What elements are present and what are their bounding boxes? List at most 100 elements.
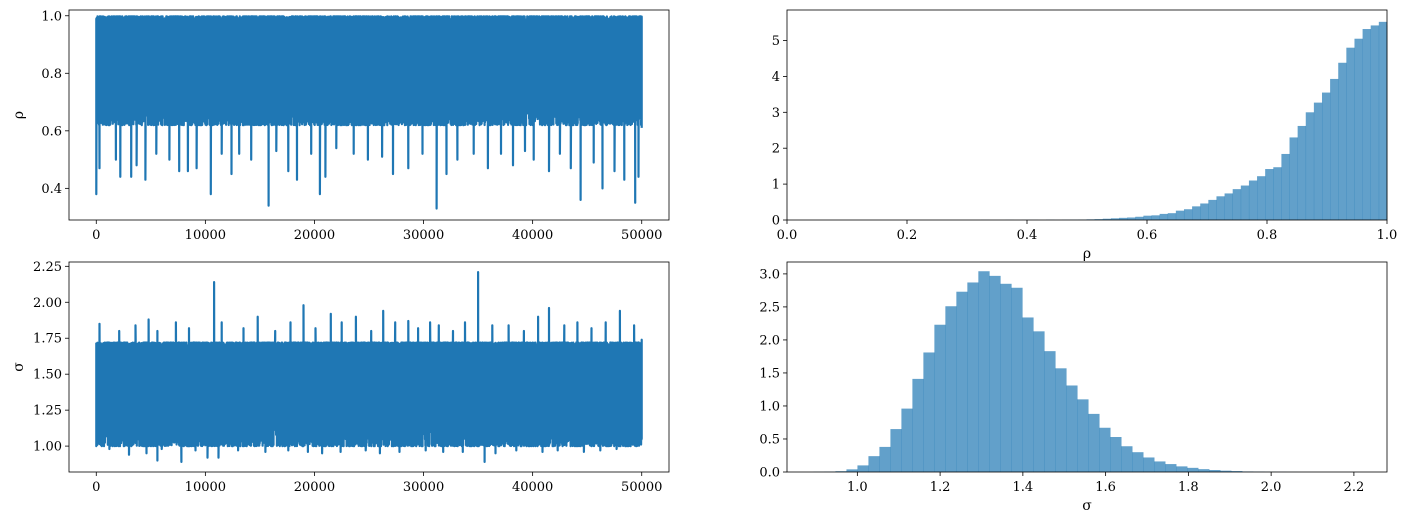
- histogram-bar: [1176, 466, 1188, 472]
- x-tick-label: 1.0: [1377, 228, 1398, 243]
- x-tick-label: 1.0: [847, 480, 868, 495]
- histogram-bar: [1143, 457, 1155, 472]
- x-tick-label: 0.4: [1017, 228, 1038, 243]
- x-tick-label: 1.8: [1178, 480, 1199, 495]
- histogram-bar: [978, 271, 990, 472]
- histogram-bar: [1289, 137, 1298, 220]
- histogram-bar: [956, 291, 968, 472]
- histogram-bar: [1132, 452, 1144, 472]
- x-tick-label: 30000: [403, 480, 444, 495]
- histogram-bar: [1362, 29, 1372, 221]
- histogram-bar: [1022, 317, 1034, 472]
- y-tick-label: 4: [772, 70, 780, 85]
- histogram-bar: [1297, 125, 1307, 220]
- histogram-bar: [989, 275, 1001, 472]
- x-tick-label: 20000: [294, 480, 335, 495]
- histogram-bar: [912, 378, 924, 472]
- histogram-bar: [1143, 215, 1152, 220]
- histogram-bar: [1135, 216, 1144, 220]
- histogram-bar: [1119, 217, 1128, 220]
- histogram-bar: [1175, 210, 1185, 220]
- histogram-bar: [1224, 193, 1233, 220]
- y-tick-label: 2: [772, 142, 780, 157]
- y-tick-label: 5: [772, 34, 780, 49]
- x-tick-label: 10000: [185, 480, 226, 495]
- histogram-bar: [890, 429, 902, 472]
- histogram-bar: [1248, 180, 1258, 220]
- axes-frame: [786, 9, 1388, 221]
- x-tick-label: 1.2: [930, 480, 951, 495]
- x-tick-label: 50000: [621, 228, 662, 243]
- x-tick-label: 30000: [403, 228, 444, 243]
- histogram-bar: [1216, 196, 1225, 220]
- x-tick-label: 40000: [512, 480, 553, 495]
- x-tick-label: 0.2: [897, 228, 918, 243]
- y-tick-label: 1.75: [33, 332, 62, 347]
- histogram-bar: [1110, 218, 1120, 220]
- axes-frame: [786, 261, 1388, 473]
- y-tick-label: 1.50: [33, 368, 62, 383]
- histogram-bar: [1121, 446, 1133, 472]
- histogram-bar: [1000, 283, 1012, 472]
- histogram-bar: [1011, 287, 1023, 472]
- x-tick-label: 40000: [512, 228, 553, 243]
- histogram-bar: [1159, 213, 1169, 220]
- x-tick-label: 2.2: [1344, 480, 1365, 495]
- histogram-bar: [1187, 467, 1199, 472]
- y-tick-label: 0.4: [41, 182, 62, 197]
- y-tick-label: 0.5: [759, 432, 780, 447]
- y-tick-label: 3: [772, 106, 780, 121]
- histogram-bar: [846, 469, 858, 472]
- histogram-bar: [1102, 218, 1112, 220]
- histogram-bar: [1077, 399, 1089, 472]
- x-tick-label: 0: [92, 480, 100, 495]
- histogram-bar: [1257, 176, 1266, 220]
- histogram-bar: [1313, 102, 1323, 220]
- x-tick-label: 2.0: [1261, 480, 1282, 495]
- y-tick-label: 0.8: [41, 67, 62, 82]
- x-tick-label: 0.0: [777, 228, 798, 243]
- x-tick-label: 0.6: [1137, 228, 1158, 243]
- x-tick-label: 1.6: [1095, 480, 1116, 495]
- histogram-bar: [1066, 385, 1078, 472]
- histogram-bar: [1165, 464, 1177, 472]
- histogram-bar: [1200, 203, 1209, 220]
- histogram-bar: [868, 456, 880, 472]
- y-axis-label: ρ: [11, 111, 27, 119]
- histogram-bar: [1154, 461, 1166, 472]
- histogram-bar: [1370, 25, 1380, 220]
- histogram-bar: [1208, 199, 1217, 220]
- histogram-bar: [1231, 471, 1243, 472]
- y-tick-label: 2.0: [759, 333, 780, 348]
- histogram-bar: [1305, 112, 1315, 220]
- histogram-bar: [1192, 206, 1201, 220]
- x-tick-label: 20000: [294, 228, 335, 243]
- histogram-bar: [1099, 427, 1111, 472]
- histogram-bar: [1220, 470, 1232, 472]
- histogram-bar: [1127, 217, 1136, 220]
- histogram-bar: [901, 408, 913, 472]
- histogram-bar: [1198, 469, 1210, 472]
- y-tick-label: 1.5: [759, 366, 780, 381]
- y-tick-label: 2.25: [33, 260, 62, 275]
- histogram-bar: [1167, 213, 1177, 220]
- histogram-bar: [1378, 21, 1388, 220]
- y-tick-label: 1: [772, 178, 780, 193]
- trace-series-line: [95, 15, 643, 210]
- x-axis-label: σ: [1082, 498, 1092, 514]
- histogram-bar: [1033, 331, 1045, 472]
- x-axis-label: ρ: [1083, 246, 1091, 262]
- y-tick-label: 0.6: [41, 124, 62, 139]
- y-tick-label: 1.00: [33, 440, 62, 455]
- histogram-bar: [1265, 169, 1274, 220]
- y-tick-label: 2.00: [33, 296, 62, 311]
- histogram-bar: [1346, 47, 1355, 220]
- histogram-bar: [1240, 185, 1250, 220]
- histogram-bar: [1281, 153, 1290, 220]
- trace-plot-rho: 0 10000 20000 30000 40000 50000 0.4 0.6 0.8 1.0 ρ: [11, 9, 670, 243]
- histogram-bar: [1183, 209, 1193, 220]
- y-tick-label: 1.0: [759, 399, 780, 414]
- trace-plot-sigma: 0 10000 20000 30000 40000 50000 1.00 1.25 1.50 1.…: [11, 260, 670, 495]
- y-tick-label: 1.0: [41, 9, 62, 24]
